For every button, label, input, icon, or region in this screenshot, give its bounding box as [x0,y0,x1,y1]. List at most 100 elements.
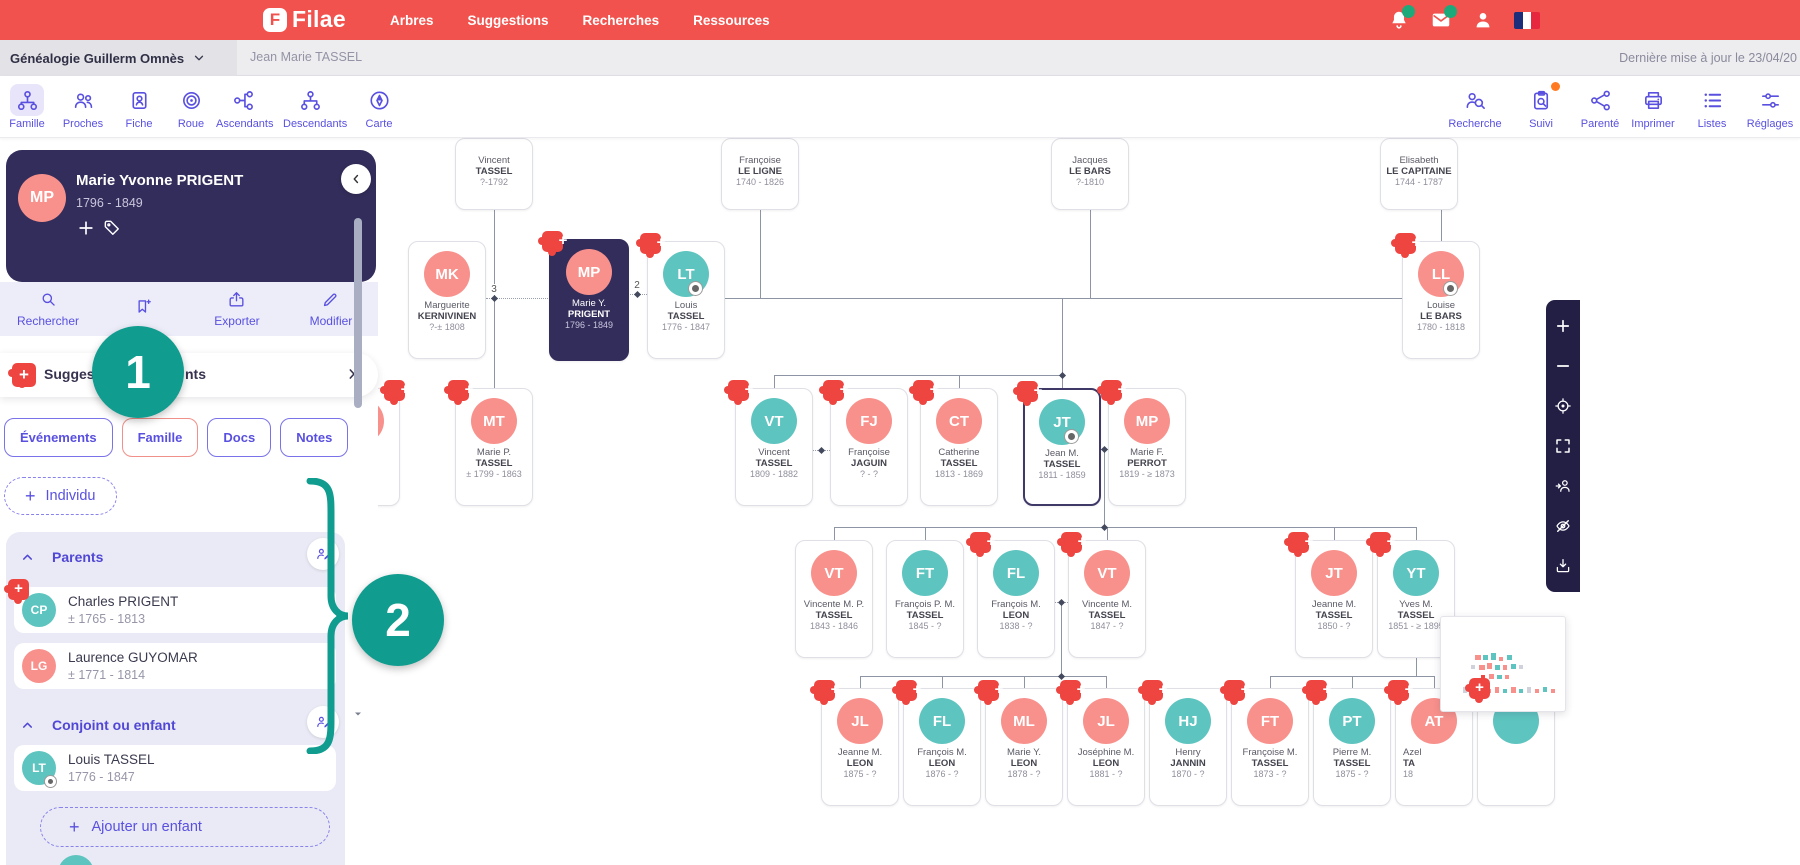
suggestion-badge[interactable] [4,579,29,600]
tool-descendants[interactable]: Descendants [283,84,347,130]
suggestion-badge[interactable] [1465,678,1490,699]
tool-listes[interactable]: Listes [1685,84,1739,130]
suggestion-badge[interactable] [636,233,672,254]
tool-ascendants[interactable]: Ascendants [216,84,273,130]
tab-docs[interactable]: Docs [207,418,272,457]
chevron-up-icon[interactable] [20,550,35,565]
tool-famille[interactable]: Famille [0,84,54,130]
suggestion-badge[interactable] [1013,381,1049,402]
nav-item-ressources[interactable]: Ressources [693,12,770,28]
tree-card-person[interactable]: FT François P. M. TASSEL 1845 - ? [886,540,964,658]
suggestion-badge[interactable] [810,680,846,701]
tab-événements[interactable]: Événements [4,418,113,457]
suggestion-badge[interactable] [1138,680,1174,701]
suggestion-badge[interactable] [1366,532,1402,553]
suggestion-badge[interactable] [538,231,574,252]
panel-action-follow[interactable] [113,297,173,321]
suggestion-badge[interactable] [1056,680,1092,701]
add-icon[interactable] [76,218,96,238]
tree-card-partial[interactable]: Elisabeth LE CAPITAINE 1744 - 1787 [1380,138,1458,210]
zoom-in-button[interactable] [1550,306,1576,346]
suggestion-badge[interactable] [724,380,760,401]
filae-logo[interactable]: F Filae [263,6,346,33]
nav-item-suggestions[interactable]: Suggestions [467,12,549,28]
center-target-button[interactable] [1550,386,1576,426]
minimap[interactable] [1440,616,1566,712]
tree-card-partial[interactable]: Jacques LE BARS ?-1810 [1051,138,1129,210]
suggestion-badge[interactable] [1057,532,1093,553]
edit-person-icon[interactable] [307,538,339,570]
panel-action-edit[interactable]: Modifier [301,290,361,328]
tool-recherche[interactable]: Recherche [1448,84,1502,130]
panel-action-search[interactable]: Rechercher [17,290,79,328]
list-item-person[interactable]: LT Louis TASSEL 1776 - 1847 [14,745,336,791]
account-icon[interactable] [1472,9,1494,31]
tool-fiche[interactable]: Fiche [112,84,166,130]
nav-item-recherches[interactable]: Recherches [582,12,660,28]
panel-scrollbar[interactable] [354,218,362,408]
tree-card-partial[interactable]: Françoise LE LIGNE 1740 - 1826 [721,138,799,210]
edit-person-icon[interactable] [307,706,339,738]
tool-proches[interactable]: Proches [56,84,110,130]
zoom-out-button[interactable] [1550,346,1576,386]
tool-parente[interactable]: Parenté [1573,84,1627,130]
suggestion-badge[interactable] [380,380,416,401]
tab-famille[interactable]: Famille [121,418,199,457]
messages-icon[interactable] [1430,5,1457,31]
suggestion-badge[interactable] [819,380,855,401]
download-button[interactable] [1550,546,1576,586]
tool-suivi[interactable]: Suivi [1514,82,1568,130]
scroll-down-arrow[interactable] [352,707,364,719]
suggestion-badge[interactable] [892,680,928,701]
tab-notes[interactable]: Notes [280,418,349,457]
tag-icon[interactable] [102,218,122,238]
suggestion-badge[interactable] [1220,680,1256,701]
add-individual-button[interactable]: + Individu [4,477,117,515]
add-child-button[interactable]: + Ajouter un enfant [40,807,330,847]
panel-action-export[interactable]: Exporter [207,290,267,328]
language-flag-fr[interactable] [1514,11,1540,29]
suggestion-badge[interactable] [1391,233,1427,254]
suggestion-badge[interactable] [909,380,945,401]
tree-selector[interactable]: Généalogie Guillerm Omnès [0,40,237,76]
tool-imprimer[interactable]: Imprimer [1626,84,1680,130]
tool-carte[interactable]: Carte [352,84,406,130]
tree-card-person[interactable]: MK Marguerite KERNIVINEN ?-± 1808 [408,241,486,359]
tool-reglages[interactable]: Réglages [1743,84,1797,130]
tree-card-person[interactable]: VT Vincente M. P. TASSEL 1843 - 1846 [795,540,873,658]
suggestion-badge[interactable] [1384,680,1420,701]
notifications-bell-icon[interactable] [1388,5,1415,31]
nav-item-arbres[interactable]: Arbres [390,12,434,28]
suggestion-badge[interactable] [1302,680,1338,701]
suggestion-badge[interactable] [974,680,1010,701]
suggestion-badge[interactable] [966,532,1002,553]
suggestion-badge[interactable] [1284,532,1320,553]
fullscreen-button[interactable] [1550,426,1576,466]
hide-branches-button[interactable] [1550,506,1576,546]
suggestion-badge[interactable] [1097,380,1133,401]
suggestions-bar[interactable]: Suggesti nts [0,353,378,397]
collapse-panel-button[interactable] [341,164,371,194]
list-item-person[interactable]: LG Laurence GUYOMAR ± 1771 - 1814 [14,643,336,689]
center-person-button[interactable] [1550,466,1576,506]
suggestion-badge[interactable] [444,380,480,401]
